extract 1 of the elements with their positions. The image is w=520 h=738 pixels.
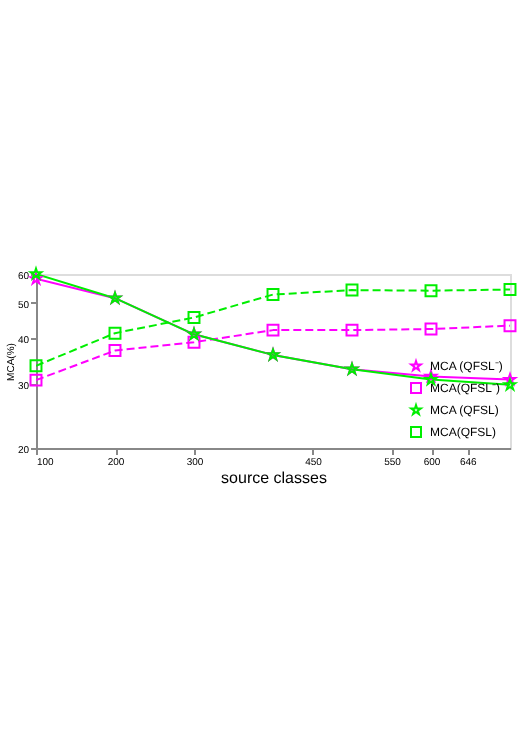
x-axis-title: source classes	[221, 469, 327, 487]
